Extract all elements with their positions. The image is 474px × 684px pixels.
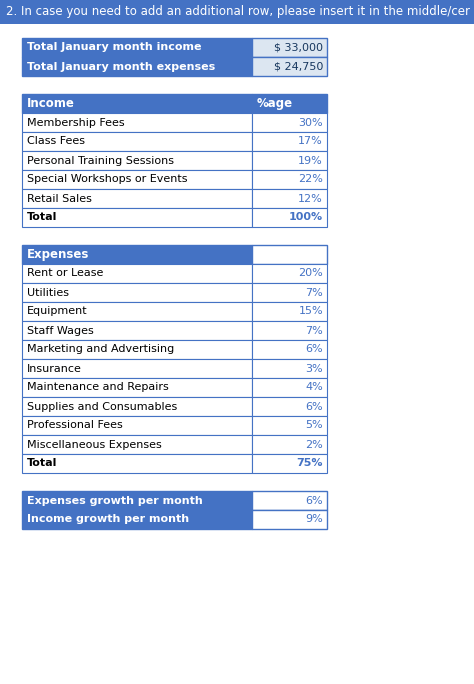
FancyBboxPatch shape — [22, 132, 252, 151]
FancyBboxPatch shape — [22, 435, 252, 454]
Text: 2%: 2% — [305, 440, 323, 449]
FancyBboxPatch shape — [252, 435, 327, 454]
FancyBboxPatch shape — [22, 94, 252, 113]
FancyBboxPatch shape — [252, 378, 327, 397]
Text: 7%: 7% — [305, 326, 323, 335]
Text: 30%: 30% — [298, 118, 323, 127]
FancyBboxPatch shape — [22, 170, 252, 189]
Text: Income growth per month: Income growth per month — [27, 514, 189, 525]
Text: 15%: 15% — [298, 306, 323, 317]
Text: Professional Fees: Professional Fees — [27, 421, 123, 430]
Text: 3%: 3% — [305, 363, 323, 373]
FancyBboxPatch shape — [252, 340, 327, 359]
Text: 6%: 6% — [305, 402, 323, 412]
FancyBboxPatch shape — [252, 189, 327, 208]
Text: 4%: 4% — [305, 382, 323, 393]
Text: Total: Total — [27, 458, 57, 469]
Text: 6%: 6% — [305, 495, 323, 505]
FancyBboxPatch shape — [22, 378, 252, 397]
FancyBboxPatch shape — [22, 321, 252, 340]
FancyBboxPatch shape — [252, 132, 327, 151]
Text: 9%: 9% — [305, 514, 323, 525]
Text: $ 24,750: $ 24,750 — [273, 62, 323, 72]
FancyBboxPatch shape — [22, 340, 252, 359]
FancyBboxPatch shape — [252, 264, 327, 283]
Text: 7%: 7% — [305, 287, 323, 298]
FancyBboxPatch shape — [252, 416, 327, 435]
Text: Total: Total — [27, 213, 57, 222]
FancyBboxPatch shape — [22, 302, 252, 321]
Text: 100%: 100% — [289, 213, 323, 222]
Text: 2. In case you need to add an additional row, please insert it in the middle/cer: 2. In case you need to add an additional… — [6, 5, 470, 18]
FancyBboxPatch shape — [22, 491, 252, 510]
FancyBboxPatch shape — [22, 38, 252, 57]
Text: Marketing and Advertising: Marketing and Advertising — [27, 345, 174, 354]
Text: Expenses growth per month: Expenses growth per month — [27, 495, 203, 505]
Text: 19%: 19% — [298, 155, 323, 166]
Text: Total January month expenses: Total January month expenses — [27, 62, 215, 72]
FancyBboxPatch shape — [22, 397, 252, 416]
Text: Total January month income: Total January month income — [27, 42, 201, 53]
Text: Maintenance and Repairs: Maintenance and Repairs — [27, 382, 169, 393]
Text: Income: Income — [27, 97, 75, 110]
Text: 22%: 22% — [298, 174, 323, 185]
FancyBboxPatch shape — [22, 264, 252, 283]
FancyBboxPatch shape — [22, 510, 252, 529]
Text: 5%: 5% — [305, 421, 323, 430]
FancyBboxPatch shape — [252, 491, 327, 510]
Text: 17%: 17% — [298, 137, 323, 146]
FancyBboxPatch shape — [22, 283, 252, 302]
Text: Miscellaneous Expenses: Miscellaneous Expenses — [27, 440, 162, 449]
Text: 75%: 75% — [297, 458, 323, 469]
FancyBboxPatch shape — [252, 321, 327, 340]
Text: $ 33,000: $ 33,000 — [274, 42, 323, 53]
FancyBboxPatch shape — [0, 0, 474, 24]
FancyBboxPatch shape — [252, 397, 327, 416]
Text: Rent or Lease: Rent or Lease — [27, 269, 103, 278]
FancyBboxPatch shape — [22, 113, 252, 132]
FancyBboxPatch shape — [252, 38, 327, 57]
FancyBboxPatch shape — [22, 151, 252, 170]
FancyBboxPatch shape — [22, 208, 252, 227]
FancyBboxPatch shape — [252, 510, 327, 529]
FancyBboxPatch shape — [22, 454, 252, 473]
Text: Retail Sales: Retail Sales — [27, 194, 92, 204]
Text: 20%: 20% — [298, 269, 323, 278]
Text: Utilities: Utilities — [27, 287, 69, 298]
FancyBboxPatch shape — [252, 94, 327, 113]
FancyBboxPatch shape — [252, 113, 327, 132]
FancyBboxPatch shape — [252, 302, 327, 321]
FancyBboxPatch shape — [252, 245, 327, 264]
FancyBboxPatch shape — [252, 359, 327, 378]
Text: Class Fees: Class Fees — [27, 137, 85, 146]
Text: 6%: 6% — [305, 345, 323, 354]
Text: Equipment: Equipment — [27, 306, 88, 317]
FancyBboxPatch shape — [252, 151, 327, 170]
Text: Personal Training Sessions: Personal Training Sessions — [27, 155, 174, 166]
Text: Staff Wages: Staff Wages — [27, 326, 94, 335]
FancyBboxPatch shape — [22, 359, 252, 378]
Text: 12%: 12% — [298, 194, 323, 204]
Text: Supplies and Consumables: Supplies and Consumables — [27, 402, 177, 412]
FancyBboxPatch shape — [22, 245, 252, 264]
Text: Insurance: Insurance — [27, 363, 82, 373]
FancyBboxPatch shape — [252, 57, 327, 76]
FancyBboxPatch shape — [22, 189, 252, 208]
Text: %age: %age — [257, 97, 293, 110]
FancyBboxPatch shape — [22, 416, 252, 435]
Text: Expenses: Expenses — [27, 248, 90, 261]
FancyBboxPatch shape — [252, 208, 327, 227]
FancyBboxPatch shape — [252, 283, 327, 302]
Text: Special Workshops or Events: Special Workshops or Events — [27, 174, 188, 185]
Text: Membership Fees: Membership Fees — [27, 118, 125, 127]
FancyBboxPatch shape — [252, 454, 327, 473]
FancyBboxPatch shape — [252, 170, 327, 189]
FancyBboxPatch shape — [22, 57, 252, 76]
